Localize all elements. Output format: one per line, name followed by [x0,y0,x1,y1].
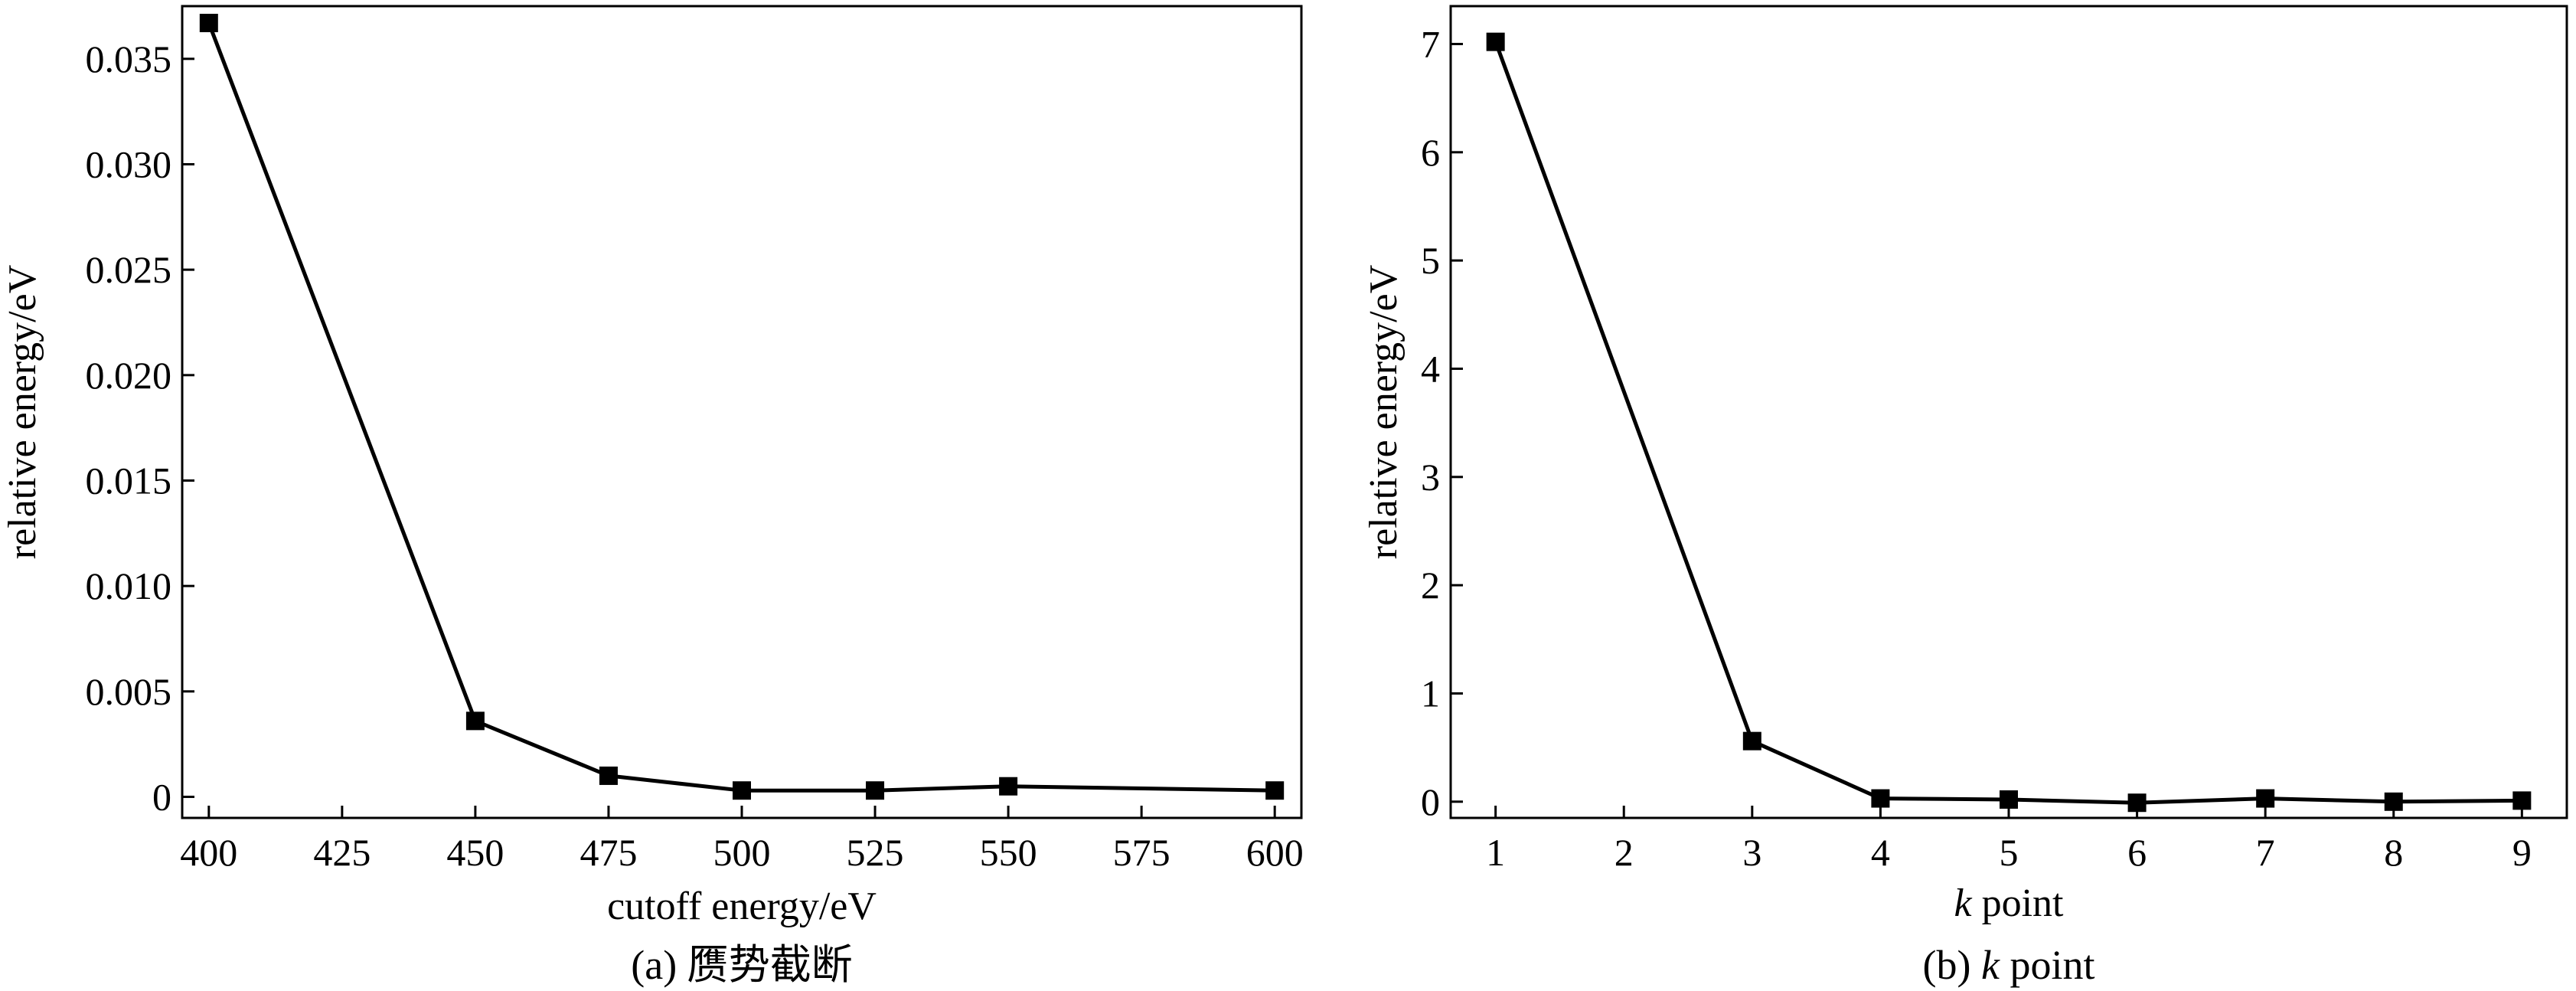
a-x-tick-label: 475 [580,831,637,874]
b-y-tick-label: 3 [1421,456,1440,499]
b-y-tick-label: 2 [1421,564,1440,607]
b-x-tick-label: 9 [2512,831,2532,874]
panel-a-tick-labels: 400 425 450 475 500 525 550 575 600 0 0.005 0.010 0.… [86,38,1304,874]
a-data-point [999,777,1018,796]
a-x-tick-label: 525 [847,831,904,874]
b-y-tick-label: 1 [1421,672,1440,715]
panel-b-markers [1486,32,2532,813]
b-x-tick-label: 8 [2384,831,2403,874]
b-y-tick-label: 5 [1421,239,1440,282]
a-x-tick-label: 425 [313,831,371,874]
b-x-tick-label: 2 [1614,831,1634,874]
b-x-tick-label: 6 [2127,831,2147,874]
b-y-tick-label: 0 [1421,780,1440,823]
panel-b-y-axis-label: relative energy/eV [1362,265,1406,560]
b-x-tick-label: 7 [2256,831,2275,874]
b-data-point [2256,789,2275,808]
b-data-point [2384,792,2403,811]
panel-a-cutoff-energy: 400 425 450 475 500 525 550 575 600 0 0.005 0.010 0.… [1,5,1304,988]
a-y-tick-label: 0.030 [86,142,172,185]
panel-b-caption-k: k [1981,942,2000,988]
panel-b-series-line [1494,41,2522,805]
b-y-tick-label: 6 [1421,131,1440,174]
panel-b-x-axis-label-rest: point [1972,881,2064,925]
b-y-tick-label: 7 [1421,22,1440,65]
a-y-tick-label: 0.005 [86,670,172,713]
b-x-tick-label: 4 [1871,831,1890,874]
b-x-tick-label: 3 [1742,831,1761,874]
b-data-point [2512,791,2532,810]
panel-a-x-axis-label: cutoff energy/eV [607,885,877,928]
panel-a-plot-frame [181,5,1303,819]
panel-b-k-point: 1 2 3 4 5 6 7 8 9 0 1 2 3 4 5 6 7 k point relative energ… [1362,5,2568,988]
a-x-tick-label: 600 [1246,831,1304,874]
b-x-tick-label: 5 [2000,831,2019,874]
a-x-tick-label: 500 [713,831,771,874]
panel-b-tick-labels: 1 2 3 4 5 6 7 8 9 0 1 2 3 4 5 6 7 [1421,22,2532,874]
b-data-point [2127,793,2147,813]
b-y-tick-label: 4 [1421,347,1440,390]
b-data-point [1486,32,1505,51]
b-data-point [1742,731,1761,751]
a-y-tick-label: 0.025 [86,248,172,291]
a-data-point [733,781,751,800]
panel-b-x-axis-label-k: k [1954,881,1973,925]
panel-a-series-line [207,22,1275,793]
a-x-tick-label: 450 [446,831,504,874]
a-x-tick-label: 575 [1113,831,1170,874]
panel-b-plot-frame [1449,5,2568,819]
a-y-tick-label: 0.010 [86,564,172,607]
a-data-point [465,711,485,731]
a-x-tick-label: 400 [180,831,237,874]
a-data-point [199,14,218,33]
panel-b-caption-rest: point [2000,942,2095,988]
a-data-point [866,781,885,800]
a-y-tick-label: 0.015 [86,459,172,502]
panel-a-axis-ticks [182,57,1276,818]
panel-a-markers [199,14,1285,800]
panel-b-caption-prefix: (b) [1923,942,1981,988]
b-x-tick-label: 1 [1486,831,1505,874]
a-y-tick-label: 0.035 [86,38,172,80]
a-y-tick-label: 0.020 [86,354,172,397]
panel-a-caption: (a) 赝势截断 [631,942,852,988]
a-y-tick-label: 0 [152,775,171,818]
b-data-point [2000,790,2018,809]
panel-a-y-axis-label: relative energy/eV [1,265,44,560]
panel-b-axis-ticks [1451,42,2523,818]
a-x-tick-label: 550 [980,831,1037,874]
panel-b-caption: (b) k point [1923,942,2095,988]
a-data-point [1265,781,1285,800]
b-data-point [1871,789,1890,808]
a-data-point [599,766,618,785]
panel-b-x-axis-label: k point [1954,881,2065,925]
